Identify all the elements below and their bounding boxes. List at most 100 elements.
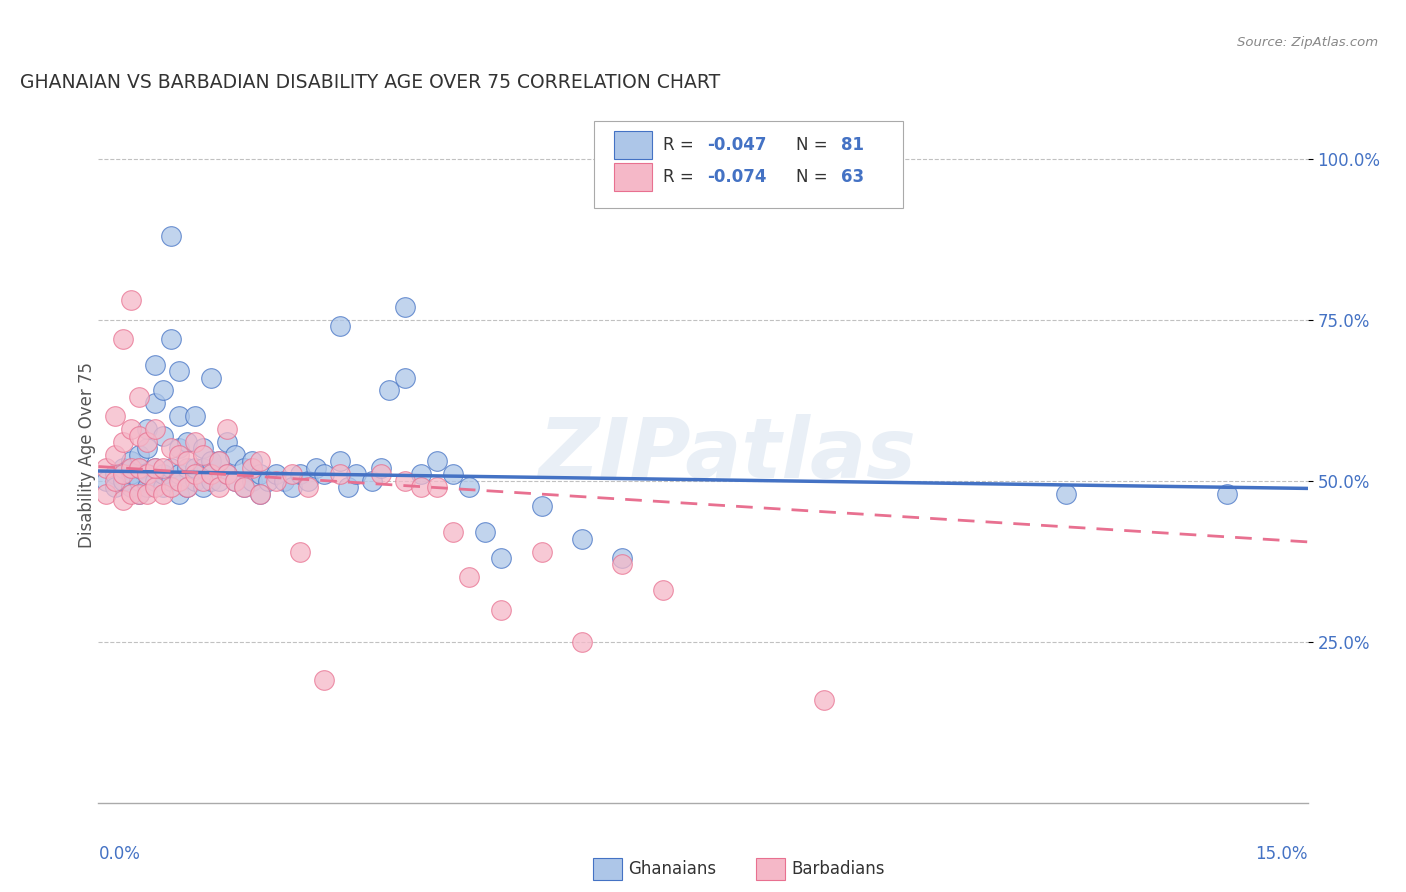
Point [103,474,125,488]
Point [160,332,183,346]
Point [200,454,222,468]
Point [176,480,198,494]
Point [96,486,118,500]
Point [193,442,215,456]
Point [120,460,142,475]
Point [135,435,157,450]
Point [120,293,142,308]
Point [224,448,246,462]
Point [491,602,513,616]
Point [111,460,134,475]
Point [344,467,367,482]
Point [193,474,215,488]
Point [217,467,239,482]
FancyBboxPatch shape [595,121,903,208]
Point [200,467,222,482]
Point [128,448,150,462]
Point [249,486,271,500]
FancyBboxPatch shape [613,162,652,191]
Point [458,480,481,494]
Point [193,448,215,462]
Point [571,532,593,546]
Point [152,460,174,475]
Point [135,442,157,456]
Y-axis label: Disability Age Over 75: Disability Age Over 75 [79,362,96,548]
Point [612,558,634,572]
Text: -0.074: -0.074 [707,168,766,186]
Text: N =: N = [796,168,832,186]
Point [135,486,157,500]
Point [111,493,134,508]
Point [111,332,134,346]
Point [530,500,553,514]
Point [152,467,174,482]
Point [288,544,311,558]
Point [232,480,254,494]
Point [135,467,157,482]
Text: Ghanaians: Ghanaians [628,860,716,878]
Point [176,480,198,494]
FancyBboxPatch shape [593,858,621,880]
Point [143,474,166,488]
Point [264,474,287,488]
Point [217,435,239,450]
Text: 81: 81 [841,136,863,154]
Point [193,460,215,475]
Point [111,435,134,450]
Point [491,551,513,566]
Point [152,384,174,398]
Point [240,454,263,468]
Point [530,544,553,558]
Point [314,467,336,482]
Point [224,474,246,488]
Point [167,364,190,378]
Point [232,480,254,494]
Text: R =: R = [664,136,699,154]
Text: GHANAIAN VS BARBADIAN DISABILITY AGE OVER 75 CORRELATION CHART: GHANAIAN VS BARBADIAN DISABILITY AGE OVE… [20,72,720,92]
Point [120,486,142,500]
Point [200,370,222,384]
Point [394,370,416,384]
Point [143,460,166,475]
Point [128,460,150,475]
Point [184,474,207,488]
Point [128,486,150,500]
Point [264,467,287,482]
Point [273,474,295,488]
Point [160,460,183,475]
Point [128,486,150,500]
Point [176,460,198,475]
Point [208,474,231,488]
Point [409,480,432,494]
Point [208,454,231,468]
Point [370,467,392,482]
Point [96,460,118,475]
Point [193,480,215,494]
Point [612,551,634,566]
Point [152,480,174,494]
Point [120,422,142,436]
Point [361,474,384,488]
Point [111,467,134,482]
Point [249,454,271,468]
Point [96,474,118,488]
Point [167,448,190,462]
Point [143,422,166,436]
Text: -0.047: -0.047 [707,136,766,154]
Point [167,486,190,500]
Point [111,474,134,488]
Point [1054,486,1077,500]
Point [329,467,352,482]
FancyBboxPatch shape [613,131,652,159]
Point [103,480,125,494]
Point [224,474,246,488]
Point [1216,486,1239,500]
Point [152,486,174,500]
Point [120,467,142,482]
Point [128,428,150,442]
Point [184,467,207,482]
Point [135,422,157,436]
Point [337,480,360,494]
Point [120,480,142,494]
Point [208,480,231,494]
